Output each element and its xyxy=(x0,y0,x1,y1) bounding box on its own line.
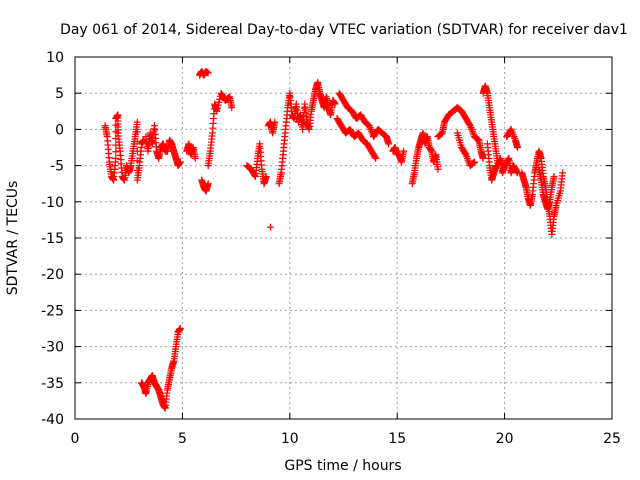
data-point xyxy=(470,159,478,167)
data-point xyxy=(471,158,479,166)
y-tick-label: -35 xyxy=(41,376,64,392)
data-point xyxy=(469,159,477,167)
data-point xyxy=(213,104,221,112)
x-tick-label: 15 xyxy=(388,431,406,447)
data-series-seg-23 xyxy=(535,165,558,213)
data-points xyxy=(101,67,567,412)
grid-lines xyxy=(75,57,612,419)
data-point xyxy=(266,223,274,231)
y-tick-label: -25 xyxy=(41,303,64,319)
data-point xyxy=(461,150,469,158)
y-tick-label: -30 xyxy=(41,340,64,356)
data-point xyxy=(228,104,236,112)
data-point xyxy=(133,118,141,126)
data-series-seg-06 xyxy=(198,176,212,195)
x-tick-label: 20 xyxy=(496,431,514,447)
data-series-seg-10 xyxy=(264,118,279,137)
data-series-seg-13 xyxy=(335,89,393,148)
data-series-seg-03 xyxy=(138,325,184,412)
y-tick-label: -10 xyxy=(41,195,64,211)
y-tick-label: -15 xyxy=(41,231,64,247)
data-point xyxy=(112,148,120,156)
y-tick-label: -5 xyxy=(50,159,64,175)
axis-ticks: -40 -35 -30 -25 -20 -15 -10 -5 0 5 10 0 5 10 15 20 25 xyxy=(41,50,621,447)
data-point xyxy=(466,121,474,129)
data-point xyxy=(400,147,408,155)
y-tick-label: -20 xyxy=(41,267,64,283)
y-tick-label: -40 xyxy=(41,412,64,428)
data-series-seg-04 xyxy=(183,140,199,162)
data-point xyxy=(191,154,199,162)
data-point xyxy=(371,153,379,161)
data-point xyxy=(385,140,393,148)
data-series-seg-18 xyxy=(453,129,479,170)
data-point xyxy=(214,101,222,109)
y-axis-label: SDTVAR / TECUs xyxy=(5,181,21,296)
data-point xyxy=(215,98,223,106)
x-tick-label: 5 xyxy=(178,431,187,447)
chart-title: Day 061 of 2014, Sidereal Day-to-day VTE… xyxy=(60,22,628,38)
y-tick-label: 5 xyxy=(55,86,64,102)
data-series-seg-16 xyxy=(408,129,442,188)
data-series-seg-21 xyxy=(503,125,521,151)
data-series-seg-20 xyxy=(483,140,500,184)
data-point xyxy=(204,69,212,77)
y-tick-label: 10 xyxy=(46,50,64,66)
data-series-seg-17 xyxy=(434,104,487,162)
data-series-seg-08 xyxy=(243,140,270,188)
data-point xyxy=(176,158,184,166)
data-series-seg-12 xyxy=(333,115,380,162)
data-point xyxy=(550,172,558,180)
x-tick-label: 0 xyxy=(71,431,80,447)
y-tick-label: 0 xyxy=(55,122,64,138)
x-tick-label: 10 xyxy=(281,431,299,447)
data-point xyxy=(559,169,567,177)
data-point xyxy=(492,162,500,170)
data-series-seg-07 xyxy=(204,89,236,170)
data-point xyxy=(213,107,221,115)
data-point xyxy=(271,118,279,126)
data-point xyxy=(133,128,141,136)
data-point xyxy=(262,172,270,180)
data-series-seg-05 xyxy=(196,67,212,79)
data-point xyxy=(225,93,233,101)
x-axis-label: GPS time / hours xyxy=(284,458,401,474)
data-point xyxy=(112,154,120,162)
data-point xyxy=(434,165,442,173)
data-point xyxy=(372,154,380,162)
data-point xyxy=(204,180,212,188)
data-series-seg-09 xyxy=(266,223,274,231)
data-point xyxy=(331,100,339,108)
data-series-seg-15 xyxy=(395,147,408,166)
data-series-seg-02 xyxy=(142,122,184,170)
data-series-seg-14 xyxy=(389,144,401,159)
data-point xyxy=(176,325,184,332)
data-series-seg-19 xyxy=(479,82,521,177)
data-series-seg-11 xyxy=(275,78,339,188)
data-point xyxy=(513,144,521,151)
x-tick-label: 25 xyxy=(603,431,621,447)
